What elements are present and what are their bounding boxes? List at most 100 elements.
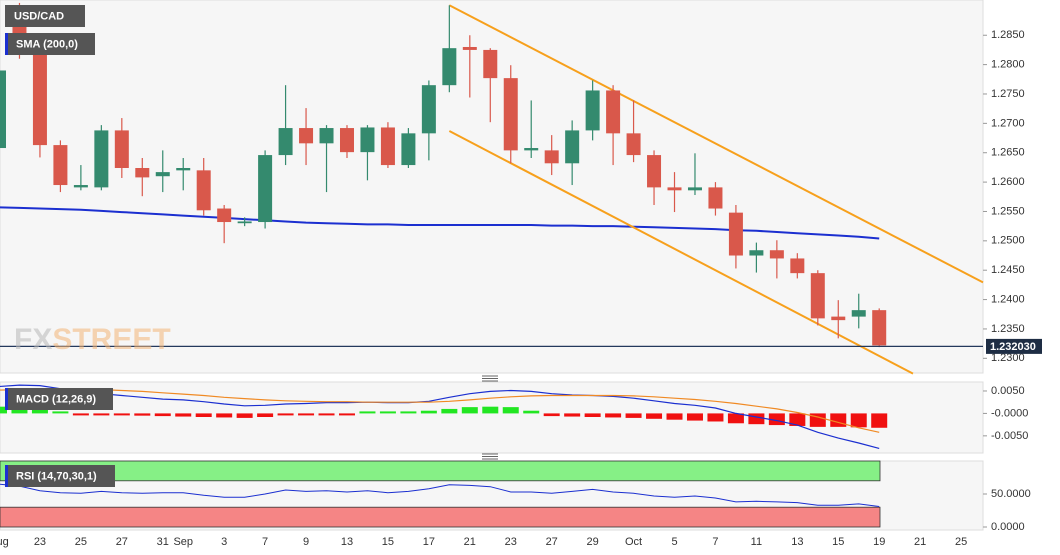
y-tick-label: 1.2650 (991, 147, 1025, 159)
macd-histogram-bar (113, 413, 130, 416)
macd-histogram-bar (605, 413, 622, 418)
macd-histogram-bar (216, 413, 233, 418)
x-tick-label: 21 (464, 536, 476, 548)
oversold-zone (0, 506, 881, 528)
candle-body (769, 250, 784, 259)
watermark-fx: FX (14, 323, 52, 356)
candle-body (0, 70, 6, 149)
macd-histogram-bar (441, 408, 458, 414)
y-tick-label: 1.2750 (991, 88, 1025, 100)
x-tick-label: 15 (382, 536, 394, 548)
y-tick-label: 1.2700 (991, 117, 1025, 129)
y-tick-label: 1.2800 (991, 59, 1025, 71)
macd-strip (5, 388, 8, 410)
candle-body (155, 172, 170, 177)
rsi-line (0, 483, 880, 507)
macd-histogram-bar (461, 407, 478, 414)
macd-histogram-bar (584, 413, 601, 417)
macd-histogram-bar (154, 413, 171, 417)
macd-histogram-bar (707, 413, 724, 422)
macd-histogram-bar (195, 413, 212, 417)
x-tick-label: 19 (873, 536, 885, 548)
x-tick-label: Oct (625, 536, 642, 548)
y-tick-label: 1.2350 (991, 323, 1025, 335)
x-tick-label: 9 (303, 536, 309, 548)
macd-histogram-bar (236, 413, 253, 418)
macd-histogram-bar (338, 413, 355, 416)
sma-badge[interactable] (5, 33, 95, 55)
candle-body (401, 133, 416, 166)
watermark-street: STREET (52, 323, 170, 356)
macd-histogram-bar (727, 413, 744, 424)
x-tick-label: 23 (34, 536, 46, 548)
candle-body (421, 85, 436, 134)
last-price-badge (986, 338, 1042, 354)
x-tick-label: Sep (173, 536, 193, 548)
candle-body (626, 133, 641, 156)
candle-body (790, 258, 805, 274)
legend-sma[interactable]: SMA (200,0) (16, 38, 78, 50)
candle-body (135, 167, 150, 178)
macd-histogram-bar (502, 407, 519, 414)
y-tick-label: 1.2850 (991, 29, 1025, 41)
candle-body (585, 90, 600, 131)
macd-histogram-bar (830, 413, 847, 427)
candle-body (544, 150, 559, 164)
y-tick-label: 50.0000 (991, 488, 1031, 500)
x-tick-label: 7 (712, 536, 718, 548)
x-tick-label: 27 (546, 536, 558, 548)
candle-body (380, 127, 395, 166)
x-tick-label: 31 (157, 536, 169, 548)
plot-layer: 1.2300 1.2350 1.2400 1.2450 1.2500 1.2550 1.26… (0, 2, 1042, 548)
candle-body (810, 273, 825, 319)
macd-badge[interactable] (5, 388, 113, 410)
macd-title[interactable]: MACD (12,26,9) (16, 393, 96, 405)
x-tick-label: 13 (341, 536, 353, 548)
macd-histogram-bar (359, 411, 376, 414)
x-tick-label: Aug (0, 536, 9, 548)
macd-histogram-bar (72, 413, 89, 416)
candle-body (831, 316, 846, 321)
candle-body (278, 128, 293, 156)
rsi-title[interactable]: RSI (14,70,30,1) (16, 470, 97, 482)
candle-body (872, 310, 887, 346)
channel-line (448, 4, 984, 284)
x-tick-label: 13 (791, 536, 803, 548)
symbol-badge (5, 5, 85, 27)
candle-body (708, 187, 723, 209)
macd-histogram-bar (379, 411, 396, 414)
candle-body (606, 90, 621, 134)
candle-body (851, 310, 866, 317)
macd-histogram-bar (93, 413, 110, 416)
candle-body (217, 208, 232, 223)
macd-histogram-bar (543, 413, 560, 417)
candle-body (728, 212, 743, 256)
x-tick-label: 5 (671, 536, 677, 548)
candle-body (749, 250, 764, 256)
candle-body (32, 50, 47, 146)
resize-handle[interactable] (482, 375, 498, 382)
x-tick-label: 7 (262, 536, 268, 548)
candle-body (442, 48, 457, 86)
candle-body (237, 221, 252, 224)
y-tick-label: 1.2500 (991, 235, 1025, 247)
macd-histogram-bar (625, 413, 642, 418)
macd-histogram-bar (789, 413, 806, 426)
y-tick-label: -0.0050 (991, 430, 1028, 442)
macd-histogram-bar (666, 413, 683, 420)
rsi-badge[interactable] (5, 465, 115, 487)
y-tick-label: -0.0000 (991, 407, 1028, 419)
last-price-label: 1.232030 (990, 341, 1036, 353)
resize-handle[interactable] (482, 453, 498, 460)
y-tick-label: 1.2550 (991, 205, 1025, 217)
x-tick-label: 11 (751, 536, 762, 548)
macd-histogram-bar (400, 411, 417, 414)
macd-histogram-bar (0, 406, 7, 414)
candle-body (53, 145, 68, 186)
x-tick-label: 25 (75, 536, 87, 548)
rsi-strip (5, 465, 8, 487)
y-tick-label: 0.0000 (991, 521, 1025, 533)
macd-histogram-bar (175, 413, 192, 417)
macd-histogram-bar (11, 408, 28, 414)
